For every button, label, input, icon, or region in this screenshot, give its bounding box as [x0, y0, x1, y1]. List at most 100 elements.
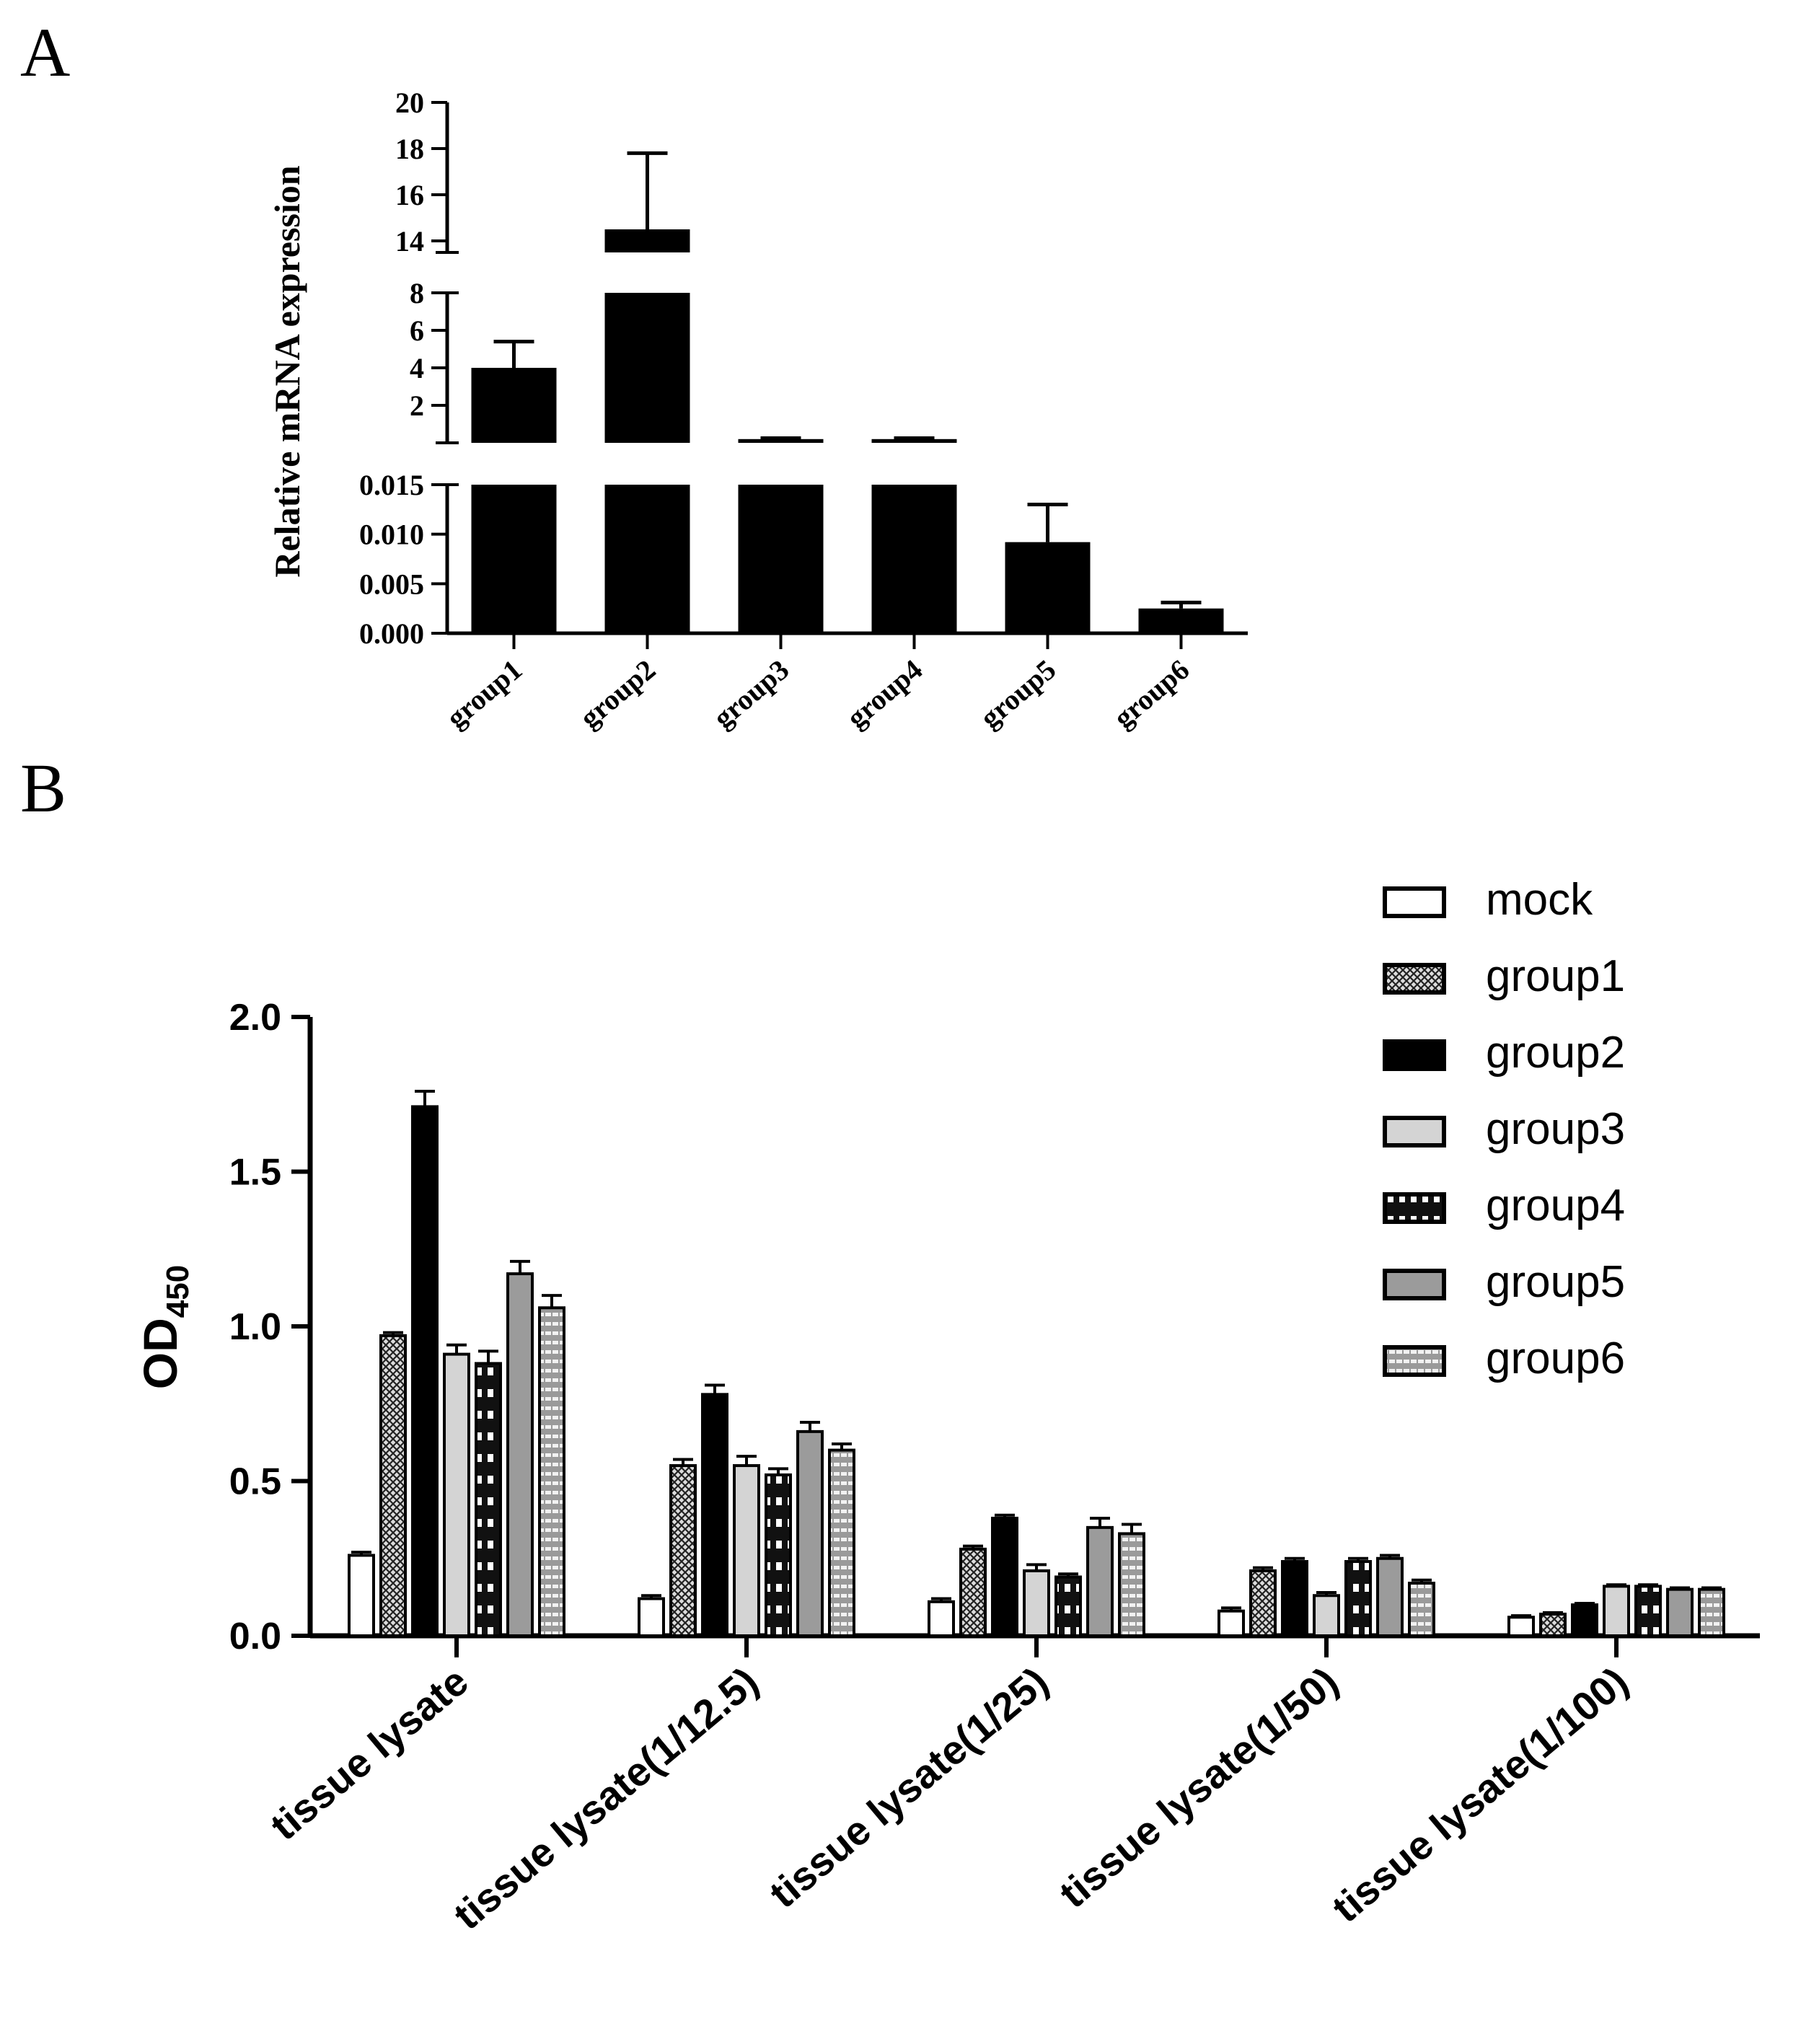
chart-a-y-tick-label: 16	[395, 179, 424, 211]
chart-b-legend-swatch-group3	[1383, 1116, 1446, 1147]
chart-b-legend-swatch-group1	[1383, 963, 1446, 995]
chart-b-y-tick-label: 2.0	[229, 997, 281, 1039]
chart-b-bars	[348, 1089, 1725, 1638]
chart-a-x-tick-label: group3	[707, 653, 795, 734]
chart-a-y-tick-label: 8	[410, 277, 424, 309]
chart-b-bar-mock	[1217, 1609, 1245, 1637]
chart-b-ylabel-sub: 450	[160, 1265, 195, 1318]
chart-a-bar	[604, 293, 690, 443]
chart-b-bar-group3	[1313, 1594, 1340, 1637]
chart-b-bar-mock	[928, 1600, 955, 1638]
chart-b-bar-group1	[1249, 1569, 1277, 1637]
chart-b-bar-group6	[538, 1306, 565, 1637]
chart-b-legend-label: group2	[1486, 1028, 1625, 1078]
chart-b-bar-group4	[1054, 1575, 1082, 1637]
chart-a-axes: 0.000 0.005 0.010 0.015 2 4 6 8 14 16 18 20	[359, 87, 1248, 650]
chart-b-bar-group6	[828, 1448, 855, 1637]
chart-b-bar-group3	[443, 1352, 470, 1637]
chart-a-x-tick-labels: group1 group2 group3 group4 group5 group6	[440, 633, 1195, 734]
chart-a-y-tick-label: 0.000	[359, 617, 424, 650]
chart-b-bar-group2	[411, 1105, 439, 1638]
chart-b-bar-group6	[1698, 1587, 1725, 1637]
chart-b-bar-group4	[1344, 1560, 1372, 1638]
chart-a-x-tick-label: group6	[1107, 653, 1195, 734]
chart-a-bar	[604, 229, 690, 252]
chart-a-y-tick-label: 20	[395, 87, 424, 119]
chart-b-bar-group5	[796, 1430, 824, 1637]
chart-b-bar-group6	[1408, 1582, 1435, 1638]
chart-a-bar	[1138, 608, 1224, 633]
chart-b-ylabel: OD450	[133, 1265, 195, 1389]
chart-b-ylabel-main: OD	[133, 1318, 187, 1389]
chart-b-bar-group5	[1376, 1556, 1404, 1637]
chart-b-bar-group4	[765, 1473, 792, 1638]
chart-b-bar-group3	[733, 1464, 760, 1638]
chart-b-legend-swatch-mock	[1383, 886, 1446, 918]
chart-a-bar	[871, 439, 957, 443]
chart-b-y-tick-label: 0.5	[229, 1461, 281, 1503]
chart-a-y-tick-label: 0.015	[359, 469, 424, 501]
chart-b-bar-group1	[959, 1547, 987, 1637]
chart-b-bar-group3	[1603, 1585, 1630, 1638]
chart-b-bar-mock	[638, 1597, 665, 1638]
panel-label-a: A	[20, 14, 70, 91]
chart-b-legend-label: group3	[1486, 1104, 1625, 1154]
chart-a-bar	[738, 439, 824, 443]
chart-a-x-tick-label: group2	[573, 653, 661, 734]
chart-a: Relative mRNA expression 0.000 0.005 0.010…	[267, 87, 1248, 734]
chart-b-x-tick-label: tissue lysate	[262, 1658, 477, 1849]
chart-b-x-tick-label: tissue lysate(1/12.5)	[445, 1658, 767, 1938]
chart-b-legend-label: group6	[1486, 1334, 1625, 1383]
chart-b-bar-group1	[669, 1464, 697, 1638]
chart-b-bar-group2	[1281, 1560, 1308, 1638]
chart-b-x-tick-label: tissue lysate(1/50)	[1051, 1658, 1347, 1916]
chart-b-bar-group5	[1086, 1525, 1114, 1638]
chart-a-x-tick-label: group4	[840, 653, 928, 734]
chart-a-y-tick-label: 2	[410, 389, 424, 422]
chart-b-y-tick-label: 1.0	[229, 1306, 281, 1348]
chart-a-bars	[471, 151, 1224, 633]
chart-b-bar-mock	[1507, 1616, 1535, 1638]
chart-a-bar	[738, 485, 824, 633]
chart-a-bar	[471, 485, 557, 633]
chart-b-legend-swatch-group5	[1383, 1269, 1446, 1300]
chart-b-x-tick-label: tissue lysate(1/100)	[1324, 1658, 1637, 1931]
chart-a-y-tick-label: 14	[395, 225, 424, 257]
chart-b-y-tick-label: 0.0	[229, 1616, 281, 1657]
chart-a-y-tick-label: 4	[410, 352, 424, 384]
chart-b-bar-group4	[475, 1362, 502, 1637]
chart-b-bar-group3	[1023, 1569, 1050, 1637]
chart-b-x-tick-label: tissue lysate(1/25)	[761, 1658, 1057, 1916]
chart-a-ylabel: Relative mRNA expression	[267, 165, 307, 577]
chart-b-legend-label: group1	[1486, 951, 1625, 1001]
panel-label-b: B	[20, 749, 66, 827]
chart-b-legend: mock group1 group2 group3 group4 group5 group6	[1383, 875, 1625, 1383]
chart-b-bar-group5	[506, 1272, 534, 1637]
chart-b-legend-label: mock	[1486, 875, 1593, 925]
chart-b-legend-label: group5	[1486, 1257, 1625, 1307]
chart-a-x-tick-label: group5	[974, 653, 1062, 734]
chart-b: OD450 0.00.51.01.52.0 tissue lysatetissu…	[133, 875, 1760, 1938]
chart-a-x-tick-label: group1	[440, 653, 528, 734]
chart-b-legend-swatch-group2	[1383, 1039, 1446, 1071]
chart-a-bar	[471, 368, 557, 443]
chart-a-bar	[604, 485, 690, 633]
chart-b-bar-group4	[1634, 1585, 1662, 1638]
chart-b-y-tick-label: 1.5	[229, 1152, 281, 1194]
chart-b-legend-swatch-group4	[1383, 1192, 1446, 1224]
chart-a-bar	[1005, 542, 1091, 633]
chart-b-bar-group2	[991, 1516, 1018, 1637]
chart-a-y-tick-label: 0.005	[359, 568, 424, 600]
chart-a-y-tick-label: 0.010	[359, 519, 424, 551]
chart-b-legend-label: group4	[1486, 1181, 1625, 1230]
chart-b-bar-group1	[1539, 1612, 1567, 1637]
chart-a-y-tick-label: 18	[395, 133, 424, 165]
chart-b-bar-group5	[1666, 1587, 1694, 1637]
chart-a-y-tick-label: 6	[410, 314, 424, 347]
chart-b-bar-group2	[701, 1393, 728, 1637]
chart-b-bar-group1	[379, 1334, 407, 1637]
chart-b-bar-mock	[348, 1554, 375, 1637]
chart-a-bar	[871, 485, 957, 633]
